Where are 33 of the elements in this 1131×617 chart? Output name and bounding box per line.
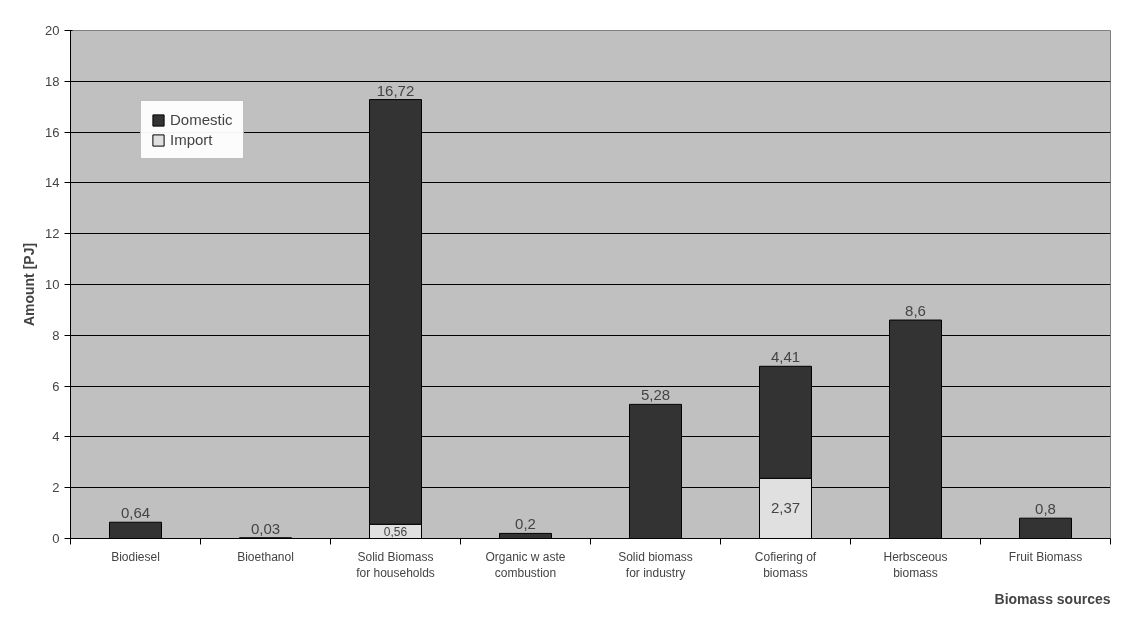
- x-axis-title: Biomass sources: [994, 590, 1111, 607]
- y-tick-label: 16: [45, 124, 60, 140]
- y-tick-label: 8: [52, 327, 60, 343]
- y-tick-label: 10: [45, 277, 60, 292]
- y-tick-label: 18: [45, 73, 60, 89]
- data-label: 0,2: [515, 515, 536, 533]
- data-label: 0,64: [120, 504, 151, 522]
- data-label: 16,72: [376, 81, 415, 99]
- legend-label: Import: [170, 131, 213, 148]
- y-axis-title: Amount [PJ]: [21, 242, 38, 327]
- x-tick-label: Biodiesel: [111, 549, 160, 564]
- data-label: 4,41: [770, 348, 801, 366]
- x-tick-label: Fruit Biomass: [1008, 549, 1083, 564]
- x-tick-label: Herbsceous biomass: [883, 549, 948, 581]
- y-tick-label: 20: [45, 23, 60, 38]
- y-tick-label: 14: [45, 175, 60, 191]
- data-label: 0,56: [383, 524, 408, 539]
- data-label: 0,8: [1035, 500, 1056, 518]
- data-label: 8,6: [905, 302, 926, 320]
- data-label: 2,37: [770, 499, 801, 517]
- x-tick-label: Cofiering of biomass: [754, 549, 817, 581]
- data-label: 5,28: [640, 386, 671, 404]
- y-tick-label: 0: [52, 531, 60, 546]
- x-tick-label: Solid Biomass for households: [356, 549, 435, 581]
- y-tick-label: 4: [52, 429, 60, 445]
- data-label: 0,03: [250, 519, 281, 537]
- y-tick-label: 6: [52, 378, 60, 394]
- y-tick-label: 12: [45, 226, 60, 242]
- x-tick-label: Solid biomass for industry: [618, 549, 693, 581]
- legend-label: Domestic: [170, 111, 233, 128]
- x-tick-label: Organic w aste combustion: [485, 549, 566, 581]
- x-tick-label: Bioethanol: [237, 549, 294, 564]
- y-tick-label: 2: [52, 480, 60, 496]
